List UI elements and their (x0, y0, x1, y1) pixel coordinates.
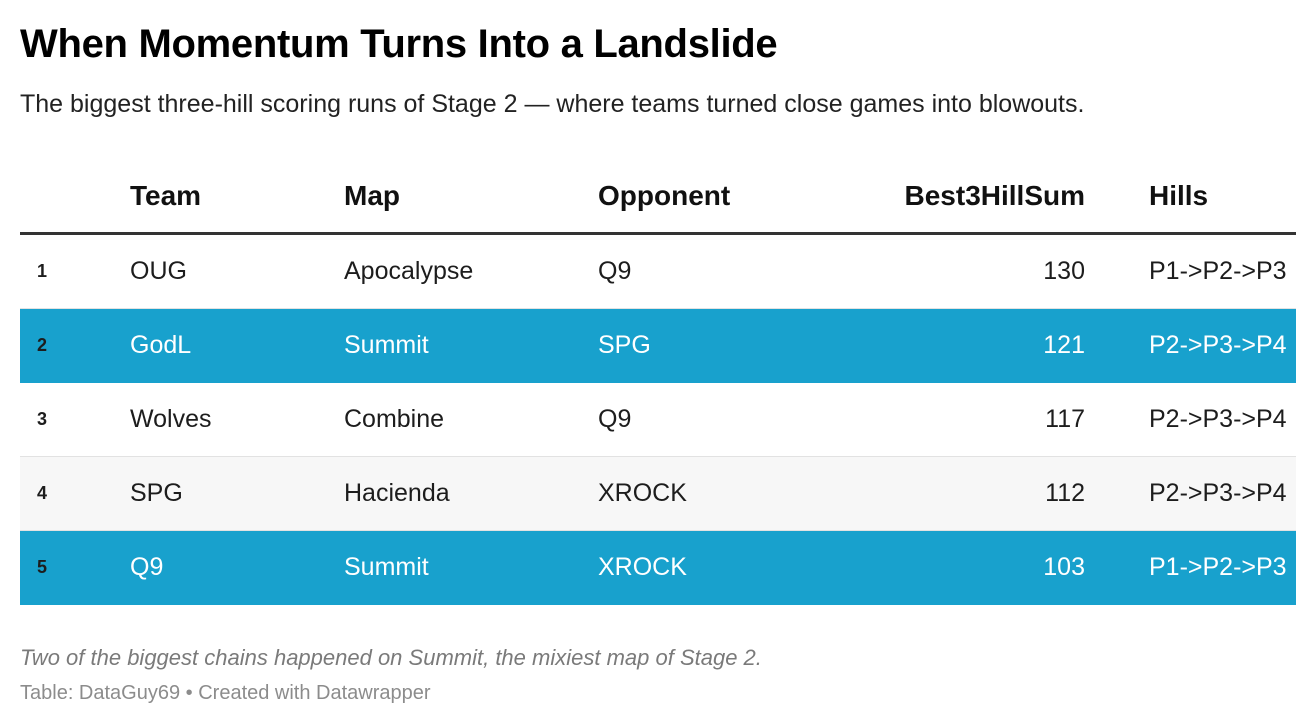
team-cell: Wolves (130, 382, 344, 457)
hills-cell: P2->P3->P4 (1149, 456, 1296, 531)
map-cell: Apocalypse (344, 233, 598, 309)
chart-title: When Momentum Turns Into a Landslide (20, 22, 778, 66)
team-cell: SPG (130, 456, 344, 531)
column-header-map[interactable]: Map (344, 160, 598, 235)
best3hillsum-cell: 112 (828, 456, 1085, 531)
table-row: 3 Wolves Combine Q9 117 P2->P3->P4 (20, 382, 1296, 457)
table-row: 5 Q9 Summit XROCK 103 P1->P2->P3 (20, 530, 1296, 605)
team-cell: GodL (130, 308, 344, 383)
table-row: 2 GodL Summit SPG 121 P2->P3->P4 (20, 308, 1296, 383)
rank-cell: 5 (20, 530, 130, 605)
team-cell: Q9 (130, 530, 344, 605)
rank-cell: 3 (20, 382, 130, 457)
column-gap (1085, 530, 1149, 605)
map-cell: Summit (344, 530, 598, 605)
map-cell: Combine (344, 382, 598, 457)
table-row: 4 SPG Hacienda XROCK 112 P2->P3->P4 (20, 456, 1296, 531)
opponent-cell: SPG (598, 308, 828, 383)
best3hillsum-cell: 103 (828, 530, 1085, 605)
column-gap (1085, 456, 1149, 531)
column-header-hills[interactable]: Hills (1149, 160, 1296, 235)
rank-cell: 2 (20, 308, 130, 383)
chart-subtitle: The biggest three-hill scoring runs of S… (20, 90, 1085, 118)
table-header-row: Team Map Opponent Best3HillSum Hills (20, 160, 1296, 235)
opponent-cell: XROCK (598, 456, 828, 531)
rank-cell: 4 (20, 456, 130, 531)
map-cell: Hacienda (344, 456, 598, 531)
chart-notes: Two of the biggest chains happened on Su… (20, 645, 762, 670)
data-table: Team Map Opponent Best3HillSum Hills 1 OU… (20, 160, 1296, 605)
column-header-opponent[interactable]: Opponent (598, 160, 828, 235)
hills-cell: P2->P3->P4 (1149, 382, 1296, 457)
hills-cell: P1->P2->P3 (1149, 530, 1296, 605)
column-gap (1085, 308, 1149, 383)
team-cell: OUG (130, 233, 344, 309)
table-body: 1 OUG Apocalypse Q9 130 P1->P2->P3 2 GodL Summit… (20, 233, 1296, 605)
best3hillsum-cell: 121 (828, 308, 1085, 383)
opponent-cell: Q9 (598, 233, 828, 309)
opponent-cell: XROCK (598, 530, 828, 605)
opponent-cell: Q9 (598, 382, 828, 457)
rank-header (20, 160, 130, 235)
hills-cell: P1->P2->P3 (1149, 233, 1296, 309)
table-row: 1 OUG Apocalypse Q9 130 P1->P2->P3 (20, 233, 1296, 309)
best3hillsum-cell: 130 (828, 233, 1085, 309)
best3hillsum-cell: 117 (828, 382, 1085, 457)
column-header-best3hillsum[interactable]: Best3HillSum (828, 160, 1085, 235)
column-gap (1085, 233, 1149, 309)
column-gap (1085, 160, 1149, 235)
map-cell: Summit (344, 308, 598, 383)
chart-source: Table: DataGuy69 • Created with Datawrap… (20, 682, 431, 704)
hills-cell: P2->P3->P4 (1149, 308, 1296, 383)
column-gap (1085, 382, 1149, 457)
rank-cell: 1 (20, 233, 130, 309)
column-header-team[interactable]: Team (130, 160, 344, 235)
